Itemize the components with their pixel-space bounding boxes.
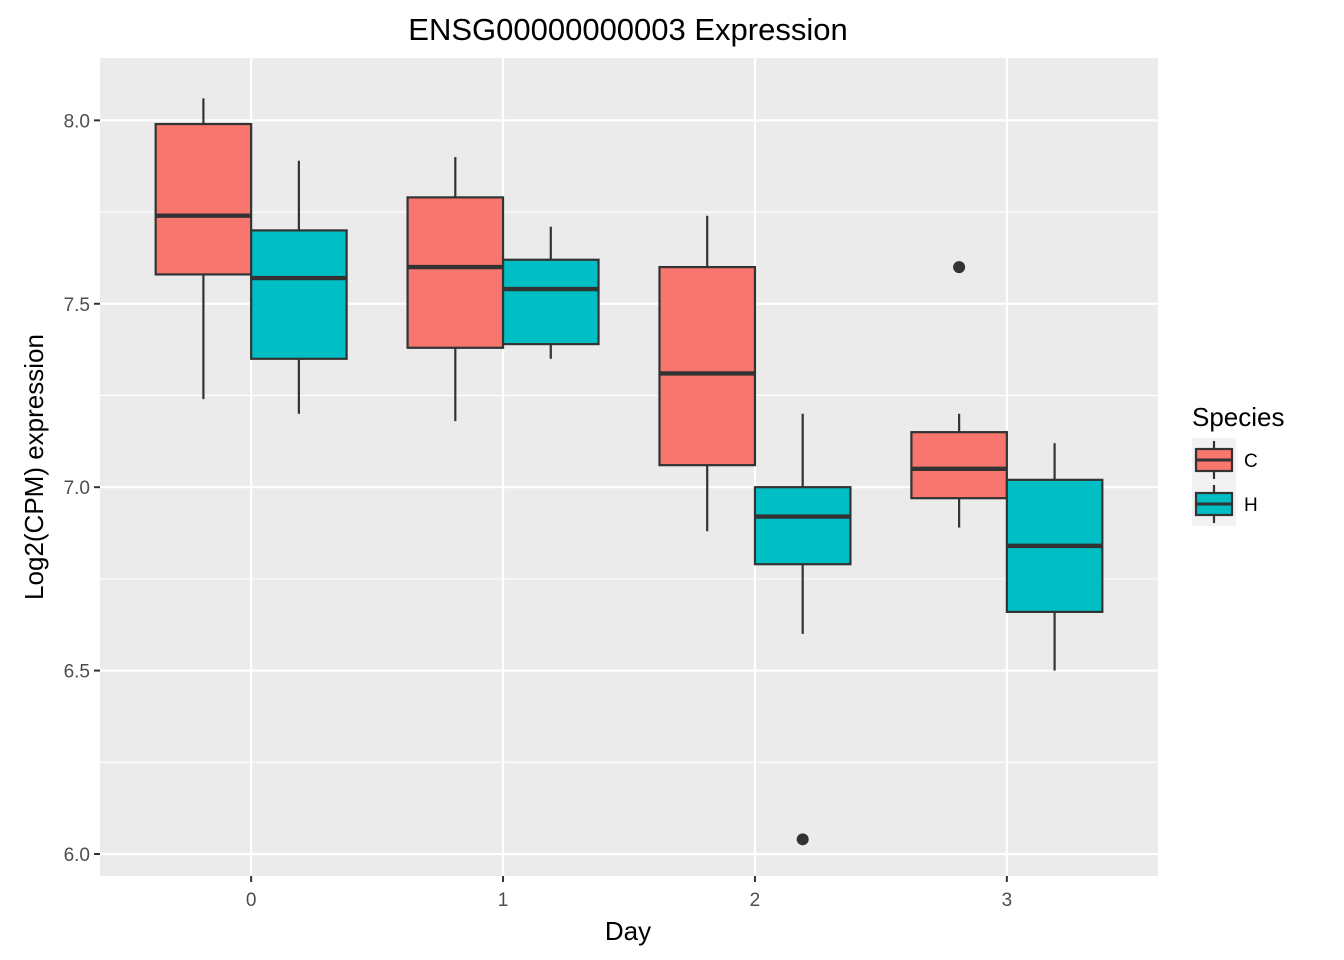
box-H-day-2 — [753, 486, 852, 566]
box-C-day-3 — [910, 431, 1008, 500]
y-tick-label: 6.0 — [64, 845, 90, 866]
x-tick-label: 2 — [750, 890, 761, 911]
legend-label-H: H — [1244, 495, 1258, 516]
y-tick-label: 8.0 — [64, 111, 90, 132]
x-axis-title: Day — [605, 916, 651, 946]
grid-minor-lines — [100, 211, 1158, 763]
legend-label-C: C — [1244, 451, 1258, 472]
box-layer — [154, 98, 1104, 846]
x-axis: 0 1 2 3 — [246, 876, 1012, 911]
y-axis-title: Log2(CPM) expression — [19, 334, 49, 600]
box-H-day-0 — [250, 229, 348, 360]
outlier-point — [796, 833, 809, 846]
legend: Species C H — [1192, 402, 1285, 526]
outlier-point — [953, 261, 966, 274]
box-H-day-1 — [501, 258, 600, 346]
box-C-day-0 — [154, 122, 253, 276]
x-tick-label: 1 — [498, 890, 509, 911]
legend-title: Species — [1192, 402, 1285, 432]
x-tick-label: 0 — [246, 890, 257, 911]
y-tick-label: 7.5 — [64, 295, 90, 316]
y-tick-label: 6.5 — [64, 662, 90, 683]
chart-title: ENSG00000000003 Expression — [408, 12, 847, 47]
x-tick-label: 3 — [1002, 890, 1013, 911]
box-C-day-1 — [406, 196, 505, 349]
box-C-day-2 — [658, 265, 757, 467]
y-tick-label: 7.0 — [64, 478, 90, 499]
y-axis: 6.0 6.5 7.0 7.5 8.0 — [64, 111, 100, 866]
